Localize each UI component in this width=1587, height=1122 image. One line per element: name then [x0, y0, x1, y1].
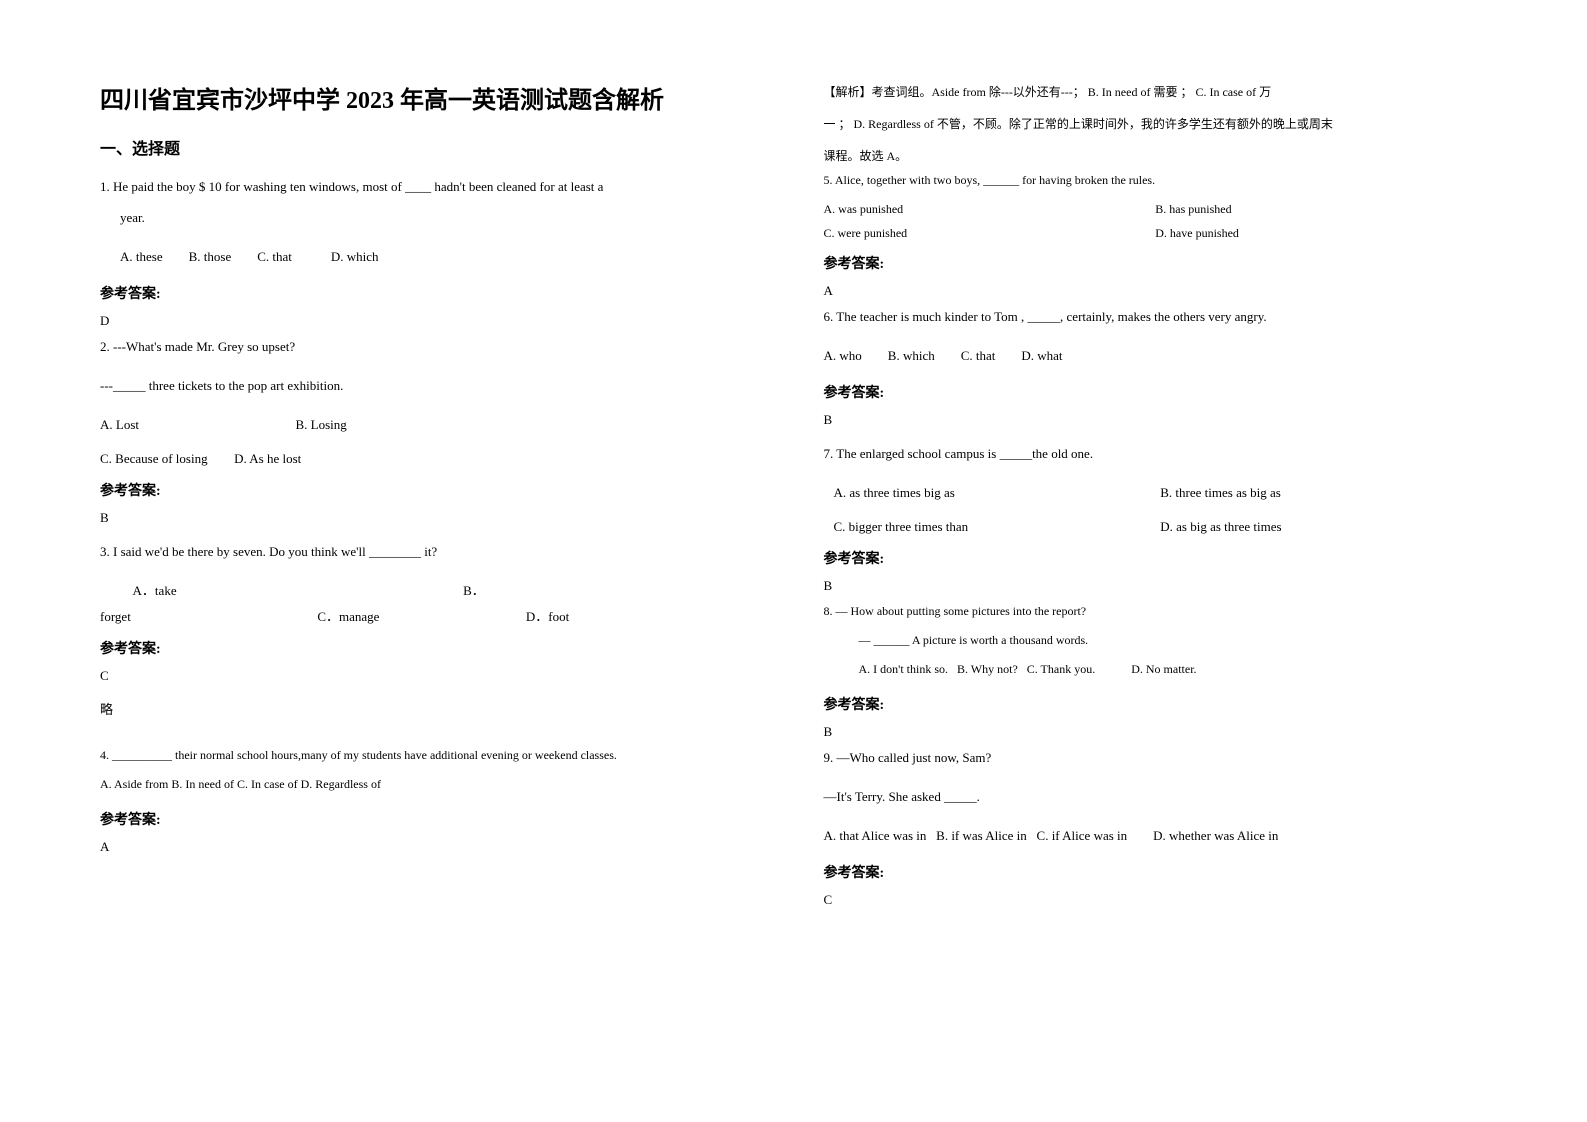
q7-optA: A. as three times big as: [824, 480, 1161, 506]
q7-answer-label: 参考答案:: [824, 548, 1488, 568]
explanation-line1: 【解析】考查词组。Aside from 除---以外还有---； B. In n…: [824, 80, 1488, 104]
q2-options-cd: C. Because of losing D. As he lost: [100, 446, 764, 472]
q6-answer: B: [824, 407, 1488, 433]
q4-answer: A: [100, 834, 764, 860]
q7-optB: B. three times as big as: [1160, 480, 1487, 506]
q6-options: A. who B. which C. that D. what: [824, 343, 1488, 369]
section-header: 一、选择题: [100, 135, 764, 159]
q7-answer: B: [824, 573, 1488, 599]
q2-options-ab: A. Lost B. Losing: [100, 412, 764, 438]
explanation-line2: 一 ； D. Regardless of 不管，不顾。除了正常的上课时间外，我的…: [824, 112, 1488, 136]
q7-optC: C. bigger three times than: [824, 514, 1161, 540]
q5-answer-label: 参考答案:: [824, 253, 1488, 273]
q5-options-ab: A. was punished B. has punished: [824, 197, 1488, 221]
q5-text: 5. Alice, together with two boys, ______…: [824, 168, 1488, 192]
q4-text: 4. __________ their normal school hours,…: [100, 743, 764, 767]
explanation-line3: 课程。故选 A。: [824, 144, 1488, 168]
q8-options: A. I don't think so. B. Why not? C. Than…: [824, 657, 1488, 681]
q2-optD: D. As he lost: [234, 451, 301, 466]
q8-answer: B: [824, 719, 1488, 745]
q3-optD: D．foot: [526, 609, 569, 624]
q8-text2: — ______ A picture is worth a thousand w…: [824, 628, 1488, 652]
q8-answer-label: 参考答案:: [824, 694, 1488, 714]
q9-text2: —It's Terry. She asked _____.: [824, 784, 1488, 810]
q1-answer-label: 参考答案:: [100, 283, 764, 303]
q3-answer: C: [100, 663, 764, 689]
q5-optD: D. have punished: [1155, 221, 1487, 245]
q2-optA: A. Lost: [100, 417, 139, 432]
q9-answer: C: [824, 887, 1488, 913]
q9-options: A. that Alice was in B. if was Alice in …: [824, 823, 1488, 849]
page-container: 四川省宜宾市沙坪中学 2023 年高一英语测试题含解析 一、选择题 1. He …: [100, 80, 1487, 913]
q5-answer: A: [824, 278, 1488, 304]
q6-text: 6. The teacher is much kinder to Tom , _…: [824, 304, 1488, 330]
q2-optC: C. Because of losing: [100, 451, 208, 466]
q3-options-cd: forget C．manage D．foot: [100, 604, 764, 630]
q3-optC: C．manage: [317, 609, 379, 624]
q1-text: 1. He paid the boy $ 10 for washing ten …: [100, 174, 764, 200]
q3-text2: forget: [100, 609, 131, 624]
q7-text: 7. The enlarged school campus is _____th…: [824, 441, 1488, 467]
q3-options-ab: A．take B．: [100, 578, 764, 604]
q6-answer-label: 参考答案:: [824, 382, 1488, 402]
q5-optA: A. was punished: [824, 197, 1156, 221]
q5-optC: C. were punished: [824, 221, 1156, 245]
q2-text2: ---_____ three tickets to the pop art ex…: [100, 373, 764, 399]
q7-options-ab: A. as three times big as B. three times …: [824, 480, 1488, 506]
q4-answer-label: 参考答案:: [100, 809, 764, 829]
left-column: 四川省宜宾市沙坪中学 2023 年高一英语测试题含解析 一、选择题 1. He …: [100, 80, 764, 913]
q7-options-cd: C. bigger three times than D. as big as …: [824, 514, 1488, 540]
q2-answer-label: 参考答案:: [100, 480, 764, 500]
q4-options: A. Aside from B. In need of C. In case o…: [100, 772, 764, 796]
q5-optB: B. has punished: [1155, 197, 1487, 221]
q2-optB: B. Losing: [296, 417, 347, 432]
right-column: 【解析】考查词组。Aside from 除---以外还有---； B. In n…: [824, 80, 1488, 913]
q9-answer-label: 参考答案:: [824, 862, 1488, 882]
q3-text: 3. I said we'd be there by seven. Do you…: [100, 539, 764, 565]
document-title: 四川省宜宾市沙坪中学 2023 年高一英语测试题含解析: [100, 80, 764, 115]
q2-answer: B: [100, 505, 764, 531]
q3-answer-label: 参考答案:: [100, 638, 764, 658]
q1-answer: D: [100, 308, 764, 334]
q9-text: 9. —Who called just now, Sam?: [824, 745, 1488, 771]
q3-optA: A．take: [133, 583, 177, 598]
q5-options-cd: C. were punished D. have punished: [824, 221, 1488, 245]
q2-text: 2. ---What's made Mr. Grey so upset?: [100, 334, 764, 360]
q7-optD: D. as big as three times: [1160, 514, 1487, 540]
q1-options: A. these B. those C. that D. which: [100, 244, 764, 270]
q3-note: 略: [100, 697, 764, 723]
q3-optB: B．: [463, 583, 485, 598]
q1-text2: year.: [100, 205, 764, 231]
q8-text: 8. — How about putting some pictures int…: [824, 599, 1488, 623]
